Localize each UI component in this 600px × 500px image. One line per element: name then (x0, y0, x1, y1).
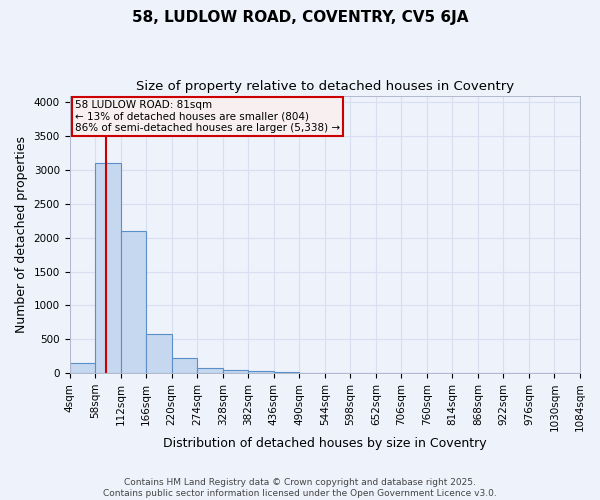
Bar (121, 231, 146, 373)
Bar (172, 358, 197, 373)
Text: 58 LUDLOW ROAD: 81sqm
← 13% of detached houses are smaller (804)
86% of semi-det: 58 LUDLOW ROAD: 81sqm ← 13% of detached … (74, 100, 340, 133)
Bar (223, 370, 248, 373)
Bar (197, 368, 223, 373)
Bar (146, 334, 172, 373)
Text: 58, LUDLOW ROAD, COVENTRY, CV5 6JA: 58, LUDLOW ROAD, COVENTRY, CV5 6JA (132, 10, 468, 25)
Bar (248, 372, 274, 373)
Title: Size of property relative to detached houses in Coventry: Size of property relative to detached ho… (136, 80, 514, 93)
Bar (70, 363, 95, 373)
Bar (299, 372, 325, 373)
Bar (274, 372, 299, 373)
X-axis label: Distribution of detached houses by size in Coventry: Distribution of detached houses by size … (163, 437, 487, 450)
Bar (95, 163, 121, 373)
Text: Contains HM Land Registry data © Crown copyright and database right 2025.
Contai: Contains HM Land Registry data © Crown c… (103, 478, 497, 498)
Y-axis label: Number of detached properties: Number of detached properties (15, 136, 28, 333)
